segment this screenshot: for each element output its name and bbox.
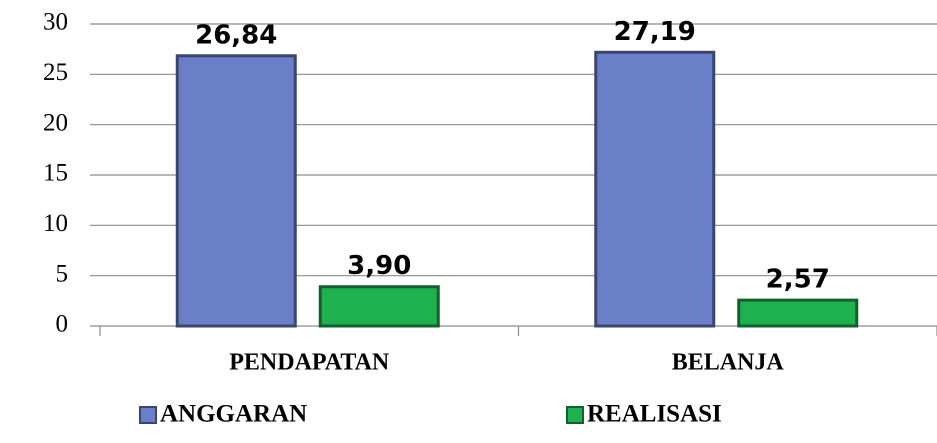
y-tick-label: 15: [43, 160, 68, 187]
data-label: 27,19: [614, 17, 696, 47]
y-tick-label: 10: [43, 210, 68, 237]
y-tick-label: 20: [43, 109, 68, 136]
bar: [594, 50, 716, 328]
bar: [737, 298, 859, 328]
legend-swatch: [566, 406, 584, 424]
y-tick-label: 0: [56, 311, 69, 338]
legend-label: ANGGARAN: [160, 401, 307, 428]
x-tick-label: BELANJA: [672, 350, 785, 376]
y-tick-label: 5: [56, 260, 69, 287]
y-tick-label: 30: [43, 9, 68, 36]
data-label: 3,90: [347, 251, 411, 281]
data-label: 2,57: [766, 265, 830, 295]
bar: [318, 285, 440, 328]
x-tick-label: PENDAPATAN: [229, 350, 390, 376]
data-label: 26,84: [195, 20, 277, 50]
y-tick-label: 25: [43, 59, 68, 86]
legend-swatch: [139, 406, 157, 424]
bar: [175, 54, 297, 328]
legend-label: REALISASI: [587, 401, 722, 428]
